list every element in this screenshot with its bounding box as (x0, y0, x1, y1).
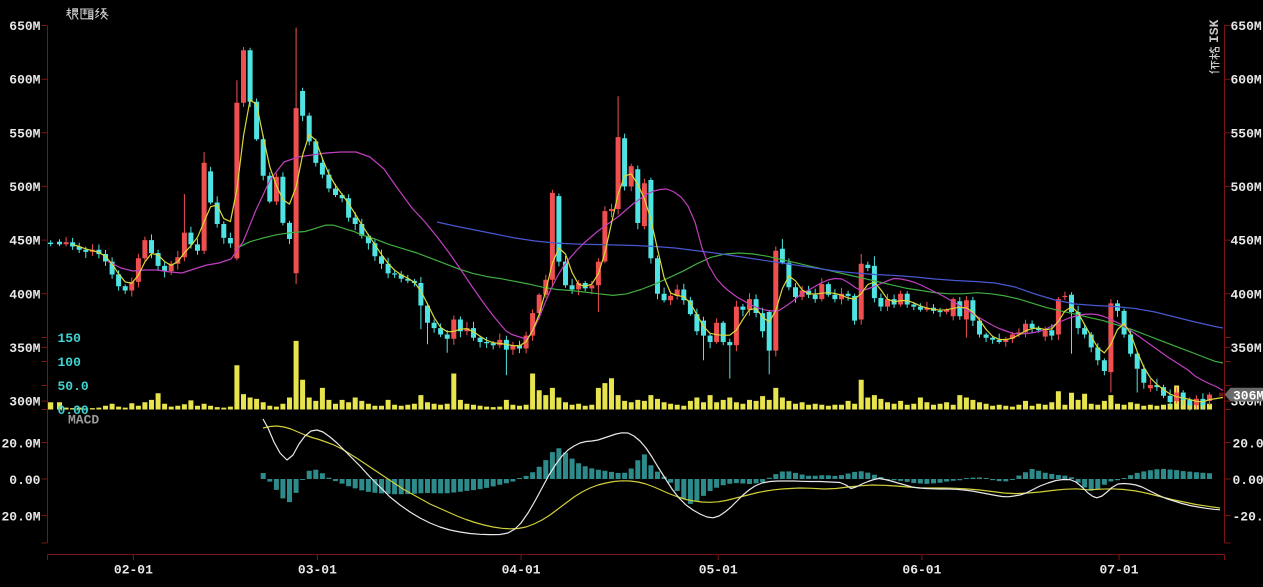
svg-text:350M: 350M (9, 341, 40, 356)
svg-text:100: 100 (58, 355, 82, 370)
svg-text:300M: 300M (9, 395, 40, 410)
svg-text:20.0M: 20.0M (1233, 437, 1263, 452)
svg-text:400M: 400M (1231, 287, 1262, 302)
svg-text:600M: 600M (9, 73, 40, 88)
svg-text:MACD: MACD (68, 413, 99, 428)
svg-text:400M: 400M (9, 287, 40, 302)
svg-text:350M: 350M (1231, 341, 1262, 356)
svg-text:306M: 306M (1233, 389, 1263, 404)
svg-text:04-01: 04-01 (502, 563, 541, 578)
svg-text:02-01: 02-01 (114, 563, 153, 578)
svg-text:550M: 550M (9, 126, 40, 141)
svg-text:500M: 500M (9, 180, 40, 195)
svg-text:450M: 450M (9, 234, 40, 249)
svg-text:50.0: 50.0 (58, 379, 89, 394)
svg-text:650M: 650M (1231, 19, 1262, 34)
svg-text:-20.0M: -20.0M (0, 510, 41, 525)
svg-text:650M: 650M (9, 19, 40, 34)
svg-text:07-01: 07-01 (1099, 563, 1138, 578)
svg-text:0.00: 0.00 (58, 403, 89, 418)
svg-text:ISK: ISK (1207, 19, 1222, 43)
svg-text:600M: 600M (1231, 73, 1262, 88)
svg-text:03-01: 03-01 (298, 563, 337, 578)
svg-text:06-01: 06-01 (902, 563, 941, 578)
svg-text:500M: 500M (1231, 180, 1262, 195)
svg-text:-20.0M: -20.0M (1233, 510, 1263, 525)
svg-text:150: 150 (58, 331, 82, 346)
svg-text:550M: 550M (1231, 126, 1262, 141)
svg-text:05-01: 05-01 (699, 563, 738, 578)
svg-text:20.0M: 20.0M (1, 437, 40, 452)
svg-text:450M: 450M (1231, 234, 1262, 249)
svg-text:0.00: 0.00 (1233, 473, 1263, 488)
svg-text:0.00: 0.00 (9, 473, 40, 488)
